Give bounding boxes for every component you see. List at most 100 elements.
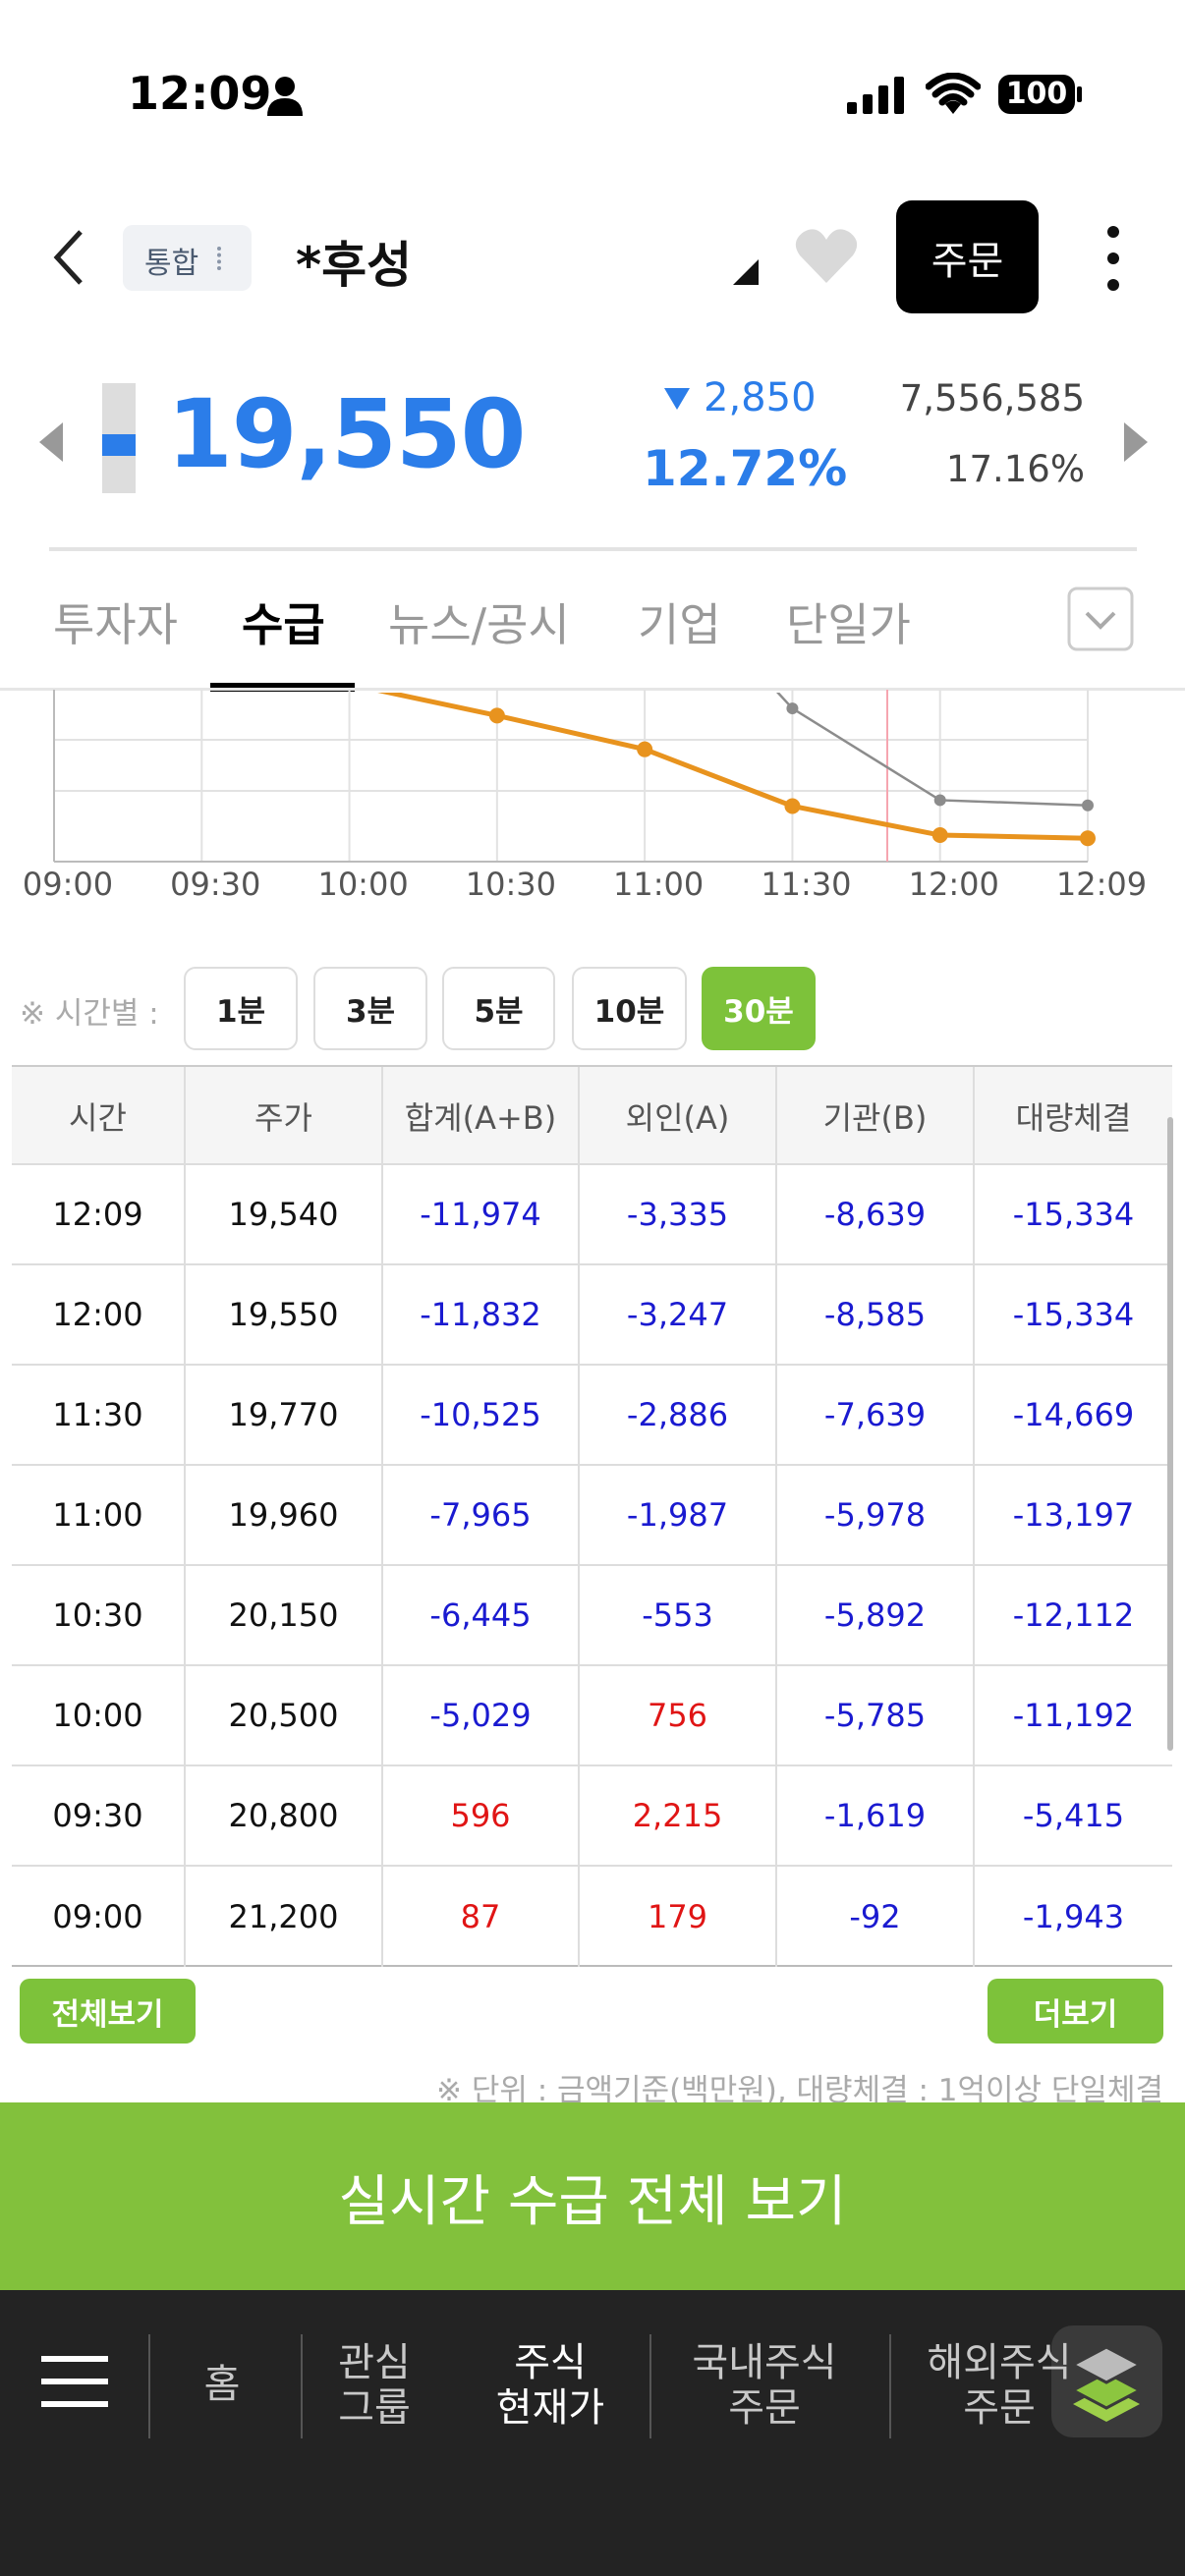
table-cell: -1,987 — [580, 1466, 777, 1566]
change: 2,850 — [704, 375, 817, 420]
table-cell: 11:30 — [12, 1366, 186, 1466]
price: 19,550 — [167, 379, 526, 489]
table-header-cell: 합계(A+B) — [383, 1067, 580, 1165]
table-cell: 596 — [383, 1766, 580, 1867]
scrollbar — [1167, 1117, 1173, 1751]
interval-button[interactable]: 3분 — [313, 967, 427, 1050]
order-button[interactable]: 주문 — [896, 200, 1039, 313]
divider — [49, 547, 1137, 551]
nav-item-line: 주문 — [963, 2385, 1036, 2431]
back-button[interactable] — [49, 228, 88, 287]
series-point — [488, 707, 505, 724]
table-cell: -3,247 — [580, 1265, 777, 1366]
table-cell: 10:00 — [12, 1666, 186, 1766]
signal-icon — [847, 77, 904, 114]
nav-item-line: 주문 — [728, 2385, 801, 2431]
nav-item[interactable]: 국내주식 주문 — [647, 2340, 882, 2431]
interval-button[interactable]: 1분 — [184, 967, 298, 1050]
nav-item-line: 주식 — [514, 2340, 587, 2385]
series-point — [1080, 830, 1096, 847]
table-cell: -5,978 — [777, 1466, 975, 1566]
table-cell: -92 — [777, 1867, 975, 1967]
table-cell: -8,639 — [777, 1165, 975, 1265]
table-cell: -15,334 — [975, 1165, 1172, 1265]
table-cell: -7,965 — [383, 1466, 580, 1566]
interval-button[interactable]: 30분 — [702, 967, 816, 1050]
nav-item-line: 현재가 — [495, 2385, 605, 2431]
tab[interactable]: 기업 — [638, 598, 721, 651]
table-cell: -14,669 — [975, 1366, 1172, 1466]
interval-button[interactable]: 5분 — [442, 967, 555, 1050]
nav-item-line: 국내주식 — [692, 2340, 837, 2385]
table-cell: 19,540 — [186, 1165, 383, 1265]
table-cell: -1,943 — [1022, 1898, 1125, 1935]
more-button[interactable]: 더보기 — [988, 1979, 1163, 2044]
table-header-cell: 대량체결 — [1015, 1099, 1132, 1137]
series-point — [786, 702, 799, 715]
market-badge[interactable]: 통합 — [123, 225, 252, 291]
favorite-button[interactable] — [794, 226, 859, 287]
series-point — [637, 741, 653, 757]
tab-underline — [210, 683, 355, 692]
table-cell: 12:00 — [12, 1265, 186, 1366]
series-line — [776, 693, 1089, 808]
nav-separator — [301, 2334, 303, 2438]
dropdown-corner[interactable] — [731, 257, 761, 287]
x-tick-label: 09:00 — [23, 866, 113, 903]
table-cell: -2,886 — [580, 1366, 777, 1466]
wifi-icon — [926, 73, 981, 114]
nav-item[interactable]: 홈 — [104, 2362, 340, 2407]
tab[interactable]: 투자자 — [53, 598, 178, 651]
series-point — [784, 798, 801, 814]
table-cell: -5,785 — [777, 1666, 975, 1766]
table-cell: 09:30 — [12, 1766, 186, 1867]
table-cell: 09:00 — [12, 1867, 186, 1967]
table-cell: -553 — [580, 1566, 777, 1666]
cta-button[interactable]: 실시간 수급 전체 보기 — [0, 2102, 1185, 2291]
nav-item-line: 해외주식 — [927, 2340, 1072, 2385]
tab[interactable]: 수급 — [242, 598, 325, 651]
x-tick-label: 12:00 — [909, 866, 999, 903]
table-cell: 21,200 — [186, 1867, 383, 1967]
table-cell: -15,334 — [975, 1265, 1172, 1366]
table-cell: 179 — [580, 1867, 777, 1967]
table-cell: 10:30 — [12, 1566, 186, 1666]
stock-name: *후성 — [296, 237, 413, 294]
layers-button[interactable] — [1051, 2325, 1162, 2437]
plot — [377, 693, 1096, 847]
layers-icon — [1069, 2345, 1144, 2422]
tab[interactable]: 단일가 — [786, 598, 911, 651]
nav-item[interactable]: 주식 현재가 — [432, 2340, 668, 2431]
table-cell: -3,335 — [580, 1165, 777, 1265]
interval-button[interactable]: 10분 — [572, 967, 687, 1050]
market-badge-text: 통합 — [144, 247, 199, 281]
battery: 100 — [998, 75, 1075, 114]
nav-item[interactable]: 관심 그룹 — [256, 2340, 492, 2431]
more-menu[interactable] — [1099, 224, 1128, 293]
next-stock[interactable] — [1122, 420, 1150, 464]
table-cell: 756 — [580, 1666, 777, 1766]
change-rate: 12.72% — [643, 440, 848, 497]
nav-item[interactable]: 해외주식 주문 — [881, 2340, 1117, 2431]
table-cell: -11,832 — [383, 1265, 580, 1366]
series-line — [377, 693, 1089, 841]
table-cell: 2,215 — [580, 1766, 777, 1867]
prev-stock[interactable] — [37, 420, 65, 464]
view-all-button[interactable]: 전체보기 — [20, 1979, 196, 2044]
table-header-bg — [12, 1067, 1172, 1165]
menu-button[interactable] — [41, 2354, 108, 2409]
tab[interactable]: 뉴스/공시 — [388, 598, 570, 651]
table-cell: 19,550 — [186, 1265, 383, 1366]
table-cell: -1,619 — [777, 1766, 975, 1867]
x-tick-label: 11:30 — [761, 866, 851, 903]
nav-item-line: 홈 — [203, 2362, 241, 2407]
table-header-cell: 주가 — [186, 1067, 383, 1165]
volume: 7,556,585 — [899, 377, 1085, 420]
bottom-nav — [0, 2290, 1185, 2576]
table-cell: -8,585 — [777, 1265, 975, 1366]
tab-separator — [0, 688, 1185, 691]
data-table: 시간 주가 합계(A+B) 외인(A) 기관(B) 대량체결 12:09 19,540 -11,… — [12, 1065, 1172, 1967]
turnover-rate: 17.16% — [945, 448, 1085, 490]
tab-dropdown[interactable] — [1067, 587, 1134, 651]
